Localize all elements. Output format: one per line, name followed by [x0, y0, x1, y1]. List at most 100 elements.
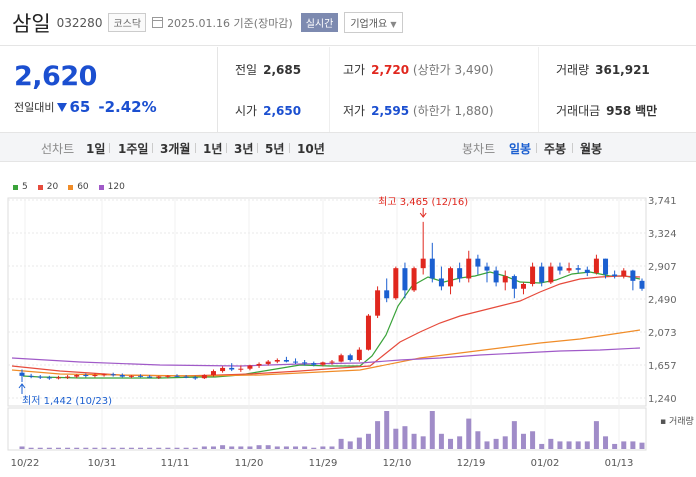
candle-body — [511, 276, 517, 289]
candle-daily[interactable]: 일봉 — [509, 142, 532, 156]
volume-bar — [347, 441, 353, 449]
candle-body — [375, 290, 381, 316]
volume-bar — [566, 441, 572, 449]
candle-body — [147, 376, 153, 378]
change-label: 전일대비 — [14, 101, 55, 114]
volume-bar — [311, 447, 317, 449]
candle-body — [83, 375, 89, 377]
period-5y[interactable]: 5년 — [265, 142, 285, 156]
candle-body — [603, 258, 609, 275]
volume-bar — [101, 447, 107, 449]
legend-ma20: 20 — [37, 182, 58, 192]
min-annotation: 최저 1,442 (10/23) — [22, 395, 112, 407]
period-3m[interactable]: 3개월 — [160, 142, 191, 156]
candle-body — [502, 276, 508, 283]
candle-body — [165, 375, 171, 377]
amount-value: 958 — [606, 104, 632, 118]
volume-bar — [548, 438, 554, 449]
company-overview-dropdown[interactable]: 기업개요 ▼ — [344, 12, 403, 33]
volume-bar — [92, 447, 98, 449]
volume-bar — [530, 431, 536, 449]
candle-body — [457, 268, 463, 279]
volume-bar — [520, 433, 526, 449]
candle-body — [55, 377, 61, 379]
candle-body — [28, 375, 34, 377]
volume-bar — [511, 421, 517, 449]
high-label: 고가 — [343, 63, 366, 77]
volume-panel-frame — [7, 407, 647, 451]
volume-bar — [256, 445, 262, 449]
volume-bar — [46, 447, 52, 449]
lower-limit: (하한가 1,880) — [412, 104, 494, 118]
candle-chart-label[interactable]: 봉차트 — [462, 142, 496, 156]
realtime-button[interactable]: 실시간 — [300, 13, 339, 32]
volume-bar — [174, 447, 180, 449]
volume-bar — [584, 441, 590, 449]
volume-bar — [302, 446, 308, 449]
candle-body — [174, 375, 180, 377]
candle-body — [347, 355, 353, 360]
volume-bar — [484, 441, 490, 449]
volume-bar — [384, 411, 390, 449]
volume-bar — [365, 433, 371, 449]
candle-body — [493, 270, 499, 283]
volume-bar — [119, 447, 125, 449]
volume-bar — [210, 446, 216, 449]
volume-bar — [630, 441, 636, 449]
candle-body — [220, 367, 226, 372]
legend-ma60: 60 — [68, 182, 89, 192]
volume-bar — [293, 446, 299, 449]
period-3y[interactable]: 3년 — [234, 142, 254, 156]
volume-bar — [612, 443, 618, 449]
volume-bar — [411, 433, 417, 449]
volume-bar — [201, 446, 207, 449]
period-1y[interactable]: 1년 — [203, 142, 223, 156]
candle-body — [639, 280, 645, 289]
candle-weekly[interactable]: 주봉 — [544, 142, 567, 156]
volume-bar — [557, 441, 563, 449]
change-percent: -2.42% — [98, 98, 157, 116]
chevron-down-icon: ▼ — [390, 20, 397, 29]
volume-bar — [192, 447, 198, 449]
volume-bar — [19, 446, 25, 449]
x-tick-label: 11/11 — [161, 458, 190, 469]
period-10y[interactable]: 10년 — [297, 142, 325, 156]
volume-bar — [220, 445, 226, 449]
x-tick-label: 11/20 — [235, 458, 264, 469]
period-1w[interactable]: 1주일 — [118, 142, 149, 156]
volume-bar — [575, 441, 581, 449]
upper-limit: (상한가 3,490) — [412, 63, 494, 77]
current-price: 2,620 — [14, 61, 97, 92]
volume-axis-label: ▪ 거래량 — [660, 417, 694, 427]
high-cell: 고가 2,720 (상한가 3,490) — [343, 61, 494, 78]
min-arrow-head — [18, 383, 26, 389]
candle-body — [393, 268, 399, 299]
high-value: 2,720 — [371, 63, 410, 77]
volume-bar — [375, 421, 381, 449]
ma-legend: 5 20 60 120 — [13, 182, 135, 192]
period-1d[interactable]: 1일 — [86, 142, 106, 156]
candle-body — [293, 361, 299, 363]
candle-body — [621, 270, 627, 277]
candle-body — [74, 375, 80, 377]
volume-bar — [457, 436, 463, 449]
volume-bar — [74, 447, 80, 449]
volume-bar — [37, 447, 43, 449]
candle-body — [65, 376, 71, 378]
candle-body — [411, 268, 417, 291]
volume-bar — [147, 447, 153, 449]
legend-ma120: 120 — [98, 182, 125, 192]
candle-monthly[interactable]: 월봉 — [580, 142, 603, 156]
candle-body — [101, 374, 107, 376]
low-cell: 저가 2,595 (하한가 1,880) — [343, 102, 494, 119]
chart-toolbar: 선차트 1일 1주일 3개월 1년 3년 5년 10년 봉차트 일봉 주봉 월봉 — [0, 132, 696, 162]
candle-body — [475, 258, 481, 267]
down-arrow-icon — [57, 102, 68, 112]
candle-body — [484, 266, 490, 271]
line-chart-label[interactable]: 선차트 — [41, 142, 75, 156]
current-price-panel: 2,620 전일대비 65 -2.42% — [0, 47, 218, 132]
candle-body — [156, 376, 162, 378]
candle-body — [329, 361, 335, 363]
volume-bar — [493, 438, 499, 449]
